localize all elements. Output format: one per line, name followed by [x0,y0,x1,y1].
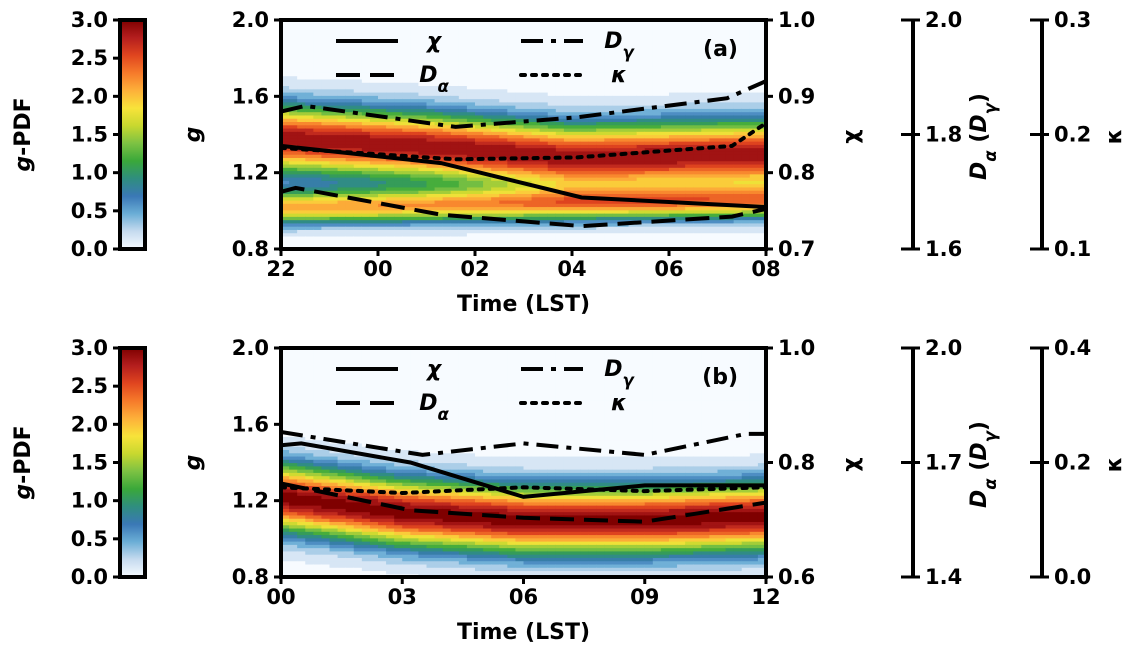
legend-label: κ [611,63,627,88]
right-tick-label: 0.8 [778,451,815,475]
right-tick-label: 0.2 [1054,123,1091,147]
legend-label: Dγ [604,29,635,62]
panel-tag: (b) [702,365,738,390]
series-line-d-alpha [281,481,766,524]
colorbar-tick-label: 1.0 [71,489,108,513]
right-axis-label: χ [839,129,864,143]
series-line-d-gamma [281,430,766,457]
colorbar-gradient [118,18,147,251]
right-tick-label: 0.1 [1054,237,1091,261]
colorbar-tick-label: 0.5 [71,199,108,223]
x-tick-label: 04 [557,257,586,281]
colorbar-tick-label: 2.0 [71,412,108,436]
legend-label: χ [425,357,443,382]
colorbar-tick-label: 1.0 [71,161,108,185]
y-tick-label: 1.2 [232,489,269,513]
legend: χ Dγ Dα κ [336,357,636,424]
right-tick-label: 0.9 [778,84,815,108]
right-tick-label: 0.8 [778,161,815,185]
colorbar-a: 0.0 0.5 1.0 1.5 2.0 2.5 3.0 g-PDF [11,8,147,261]
colorbar-b: 0.0 0.5 1.0 1.5 2.0 2.5 3.0 g-PDF [11,336,147,589]
x-tick-label: 00 [266,585,295,609]
right-tick-label: 0.3 [1054,8,1091,32]
panel-b: 00 03 06 09 12 Time (LST) 0.8 1.2 1.6 2.0 g 0.6 0.8 1… [181,336,1127,645]
colorbar-tick-label: 0.0 [71,565,108,589]
x-tick-label: 02 [460,257,489,281]
series-line-d-alpha [281,185,766,229]
legend-label: κ [611,391,627,416]
y-tick-label: 1.6 [232,84,269,108]
right-tick-label: 1.0 [778,336,815,360]
right-axis-label: Dα (Dγ) [967,421,1000,508]
panel-a: 22 00 02 04 06 08 Time (LST) 0.8 1.2 1.6 2.0 g 0.7 0.… [181,8,1127,317]
right-tick-label: 1.4 [925,565,962,589]
y-tick-label: 1.2 [232,161,269,185]
colorbar-label: g-PDF [11,97,36,171]
series-line-kappa [281,485,766,496]
colorbar-tick-label: 1.5 [71,451,108,475]
y-axis-label: g [181,455,206,471]
x-tick-label: 08 [751,257,780,281]
right-tick-label: 0.6 [778,565,815,589]
colorbar-tick-label: 1.5 [71,123,108,147]
y-tick-label: 0.8 [232,237,269,261]
y-tick-label: 0.8 [232,565,269,589]
right-tick-label: 0.0 [1054,565,1091,589]
right-tick-label: 1.8 [925,123,962,147]
y-tick-label: 1.6 [232,412,269,436]
x-tick-label: 06 [509,585,538,609]
pdf-heatmap [281,20,766,249]
series-line-chi [281,441,766,499]
axes-frame [279,18,768,251]
colorbar-tick-label: 3.0 [71,8,108,32]
right-tick-label: 1.7 [925,451,962,475]
y-axis-label: g [181,127,206,143]
colorbar-gradient [118,346,147,579]
series-line-d-gamma [281,79,766,129]
colorbar-tick-label: 2.5 [71,374,108,398]
panel-tag: (a) [703,37,738,62]
colorbar-tick-label: 2.5 [71,46,108,70]
x-tick-label: 06 [654,257,683,281]
right-tick-label: 1.6 [925,237,962,261]
x-tick-label: 12 [751,585,780,609]
y-tick-label: 2.0 [232,8,269,32]
pdf-heatmap [281,348,766,577]
x-axis-label: Time (LST) [457,620,590,645]
legend-label: χ [425,29,443,54]
series-line-kappa [281,121,766,162]
colorbar-label: g-PDF [11,425,36,499]
legend-label: Dα [419,63,449,96]
colorbar-tick-label: 3.0 [71,336,108,360]
right-tick-label: 2.0 [925,336,962,360]
legend-label: Dα [419,391,449,424]
right-axis-label: Dα (Dγ) [967,93,1000,180]
right-tick-label: 1.0 [778,8,815,32]
x-tick-label: 09 [630,585,659,609]
right-tick-label: 2.0 [925,8,962,32]
x-tick-label: 22 [266,257,295,281]
legend-label: Dγ [604,357,635,390]
x-tick-label: 03 [388,585,417,609]
right-axis-label: κ [1102,129,1127,145]
right-tick-label: 0.4 [1054,336,1091,360]
colorbar-tick-label: 0.5 [71,527,108,551]
right-tick-label: 0.7 [778,237,815,261]
right-tick-label: 0.2 [1054,451,1091,475]
colorbar-tick-label: 0.0 [71,237,108,261]
right-axis-label: χ [839,457,864,471]
right-axis-label: κ [1102,457,1127,473]
colorbar-tick-label: 2.0 [71,84,108,108]
x-tick-label: 00 [363,257,392,281]
y-tick-label: 2.0 [232,336,269,360]
x-axis-label: Time (LST) [457,292,590,317]
legend: χ Dγ Dα κ [336,29,636,96]
